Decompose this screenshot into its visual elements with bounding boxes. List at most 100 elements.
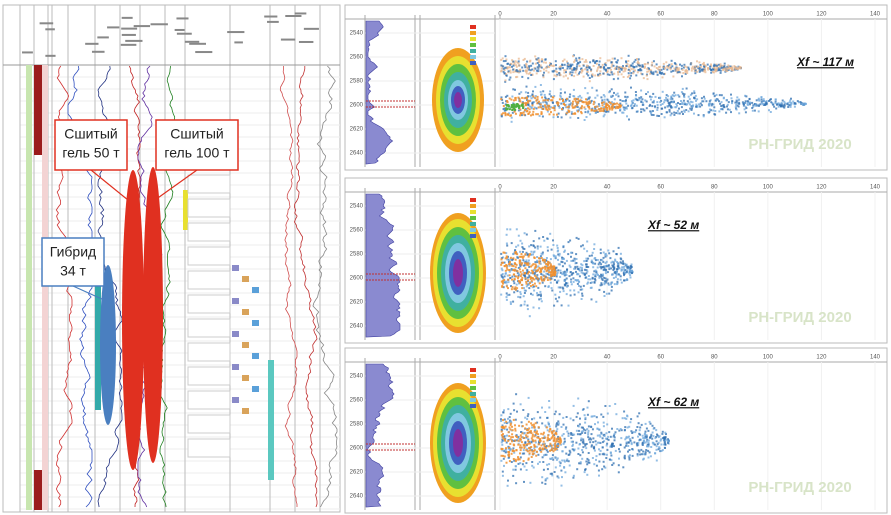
particle — [520, 434, 522, 436]
particle — [729, 109, 731, 111]
particle — [520, 91, 522, 93]
particle — [524, 417, 526, 419]
particle — [536, 59, 538, 61]
particle — [671, 113, 673, 115]
particle — [571, 441, 573, 443]
particle — [559, 287, 561, 289]
particle — [515, 275, 517, 277]
particle — [591, 287, 593, 289]
particle — [553, 430, 555, 432]
particle — [682, 72, 684, 74]
particle — [641, 98, 643, 100]
particle — [633, 66, 635, 68]
particle — [515, 286, 517, 288]
particle — [587, 258, 589, 260]
particle — [611, 88, 613, 90]
particle — [637, 436, 639, 438]
depth-tick-label: 2600 — [350, 276, 364, 282]
particle — [631, 442, 633, 444]
particle — [519, 251, 521, 253]
particle — [656, 67, 658, 69]
particle — [512, 429, 514, 431]
particle — [580, 72, 582, 74]
particle — [510, 257, 512, 259]
particle — [536, 451, 538, 453]
particle — [597, 259, 599, 261]
particle — [599, 57, 601, 59]
particle — [658, 442, 660, 444]
particle — [755, 105, 757, 107]
width-profile — [454, 92, 462, 108]
particle — [681, 75, 683, 77]
particle — [512, 469, 514, 471]
particle — [584, 87, 586, 89]
particle — [606, 261, 608, 263]
particle — [612, 266, 614, 268]
particle — [582, 427, 584, 429]
particle — [601, 259, 603, 261]
particle — [500, 460, 502, 462]
header-text — [45, 55, 55, 57]
particle — [681, 106, 683, 108]
particle — [643, 77, 645, 79]
particle — [553, 305, 555, 307]
particle — [535, 276, 537, 278]
particle — [524, 275, 526, 277]
particle — [594, 61, 596, 63]
particle — [540, 298, 542, 300]
particle — [581, 105, 583, 107]
particle — [598, 475, 600, 477]
particle — [593, 101, 595, 103]
particle — [526, 72, 528, 74]
particle — [538, 307, 540, 309]
particle — [625, 60, 627, 62]
particle — [640, 108, 642, 110]
particle — [559, 465, 561, 467]
particle — [535, 95, 537, 97]
particle — [721, 101, 723, 103]
particle — [589, 61, 591, 63]
particle — [531, 280, 533, 282]
particle — [509, 79, 511, 81]
particle — [603, 103, 605, 105]
particle — [655, 96, 657, 98]
particle — [535, 285, 537, 287]
particle — [569, 451, 571, 453]
particle — [590, 426, 592, 428]
particle — [555, 411, 557, 413]
particle — [518, 60, 520, 62]
particle — [501, 67, 503, 69]
particle — [505, 55, 507, 57]
particle — [571, 105, 573, 107]
particle — [519, 114, 521, 116]
particle — [695, 70, 697, 72]
particle — [575, 68, 577, 70]
particle — [613, 268, 615, 270]
particle — [578, 291, 580, 293]
well-log-panel: Сшитыйгель 50 тСшитыйгель 100 тГибрид34 … — [3, 5, 340, 512]
depth-tick-label: 2620 — [350, 470, 364, 476]
particle — [608, 252, 610, 254]
particle — [515, 64, 517, 66]
particle — [666, 69, 668, 71]
particle — [789, 101, 791, 103]
particle — [554, 433, 556, 435]
particle — [779, 104, 781, 106]
particle — [596, 90, 598, 92]
particle — [521, 447, 523, 449]
particle — [622, 112, 624, 114]
particle — [599, 61, 601, 63]
particle — [697, 66, 699, 68]
particle — [549, 93, 551, 95]
particle — [598, 289, 600, 291]
particle — [665, 97, 667, 99]
header-text — [304, 28, 319, 30]
particle — [501, 427, 503, 429]
particle — [509, 115, 511, 117]
particle — [646, 428, 648, 430]
particle — [643, 440, 645, 442]
particle — [599, 74, 601, 76]
particle — [600, 432, 602, 434]
particle — [626, 266, 628, 268]
particle — [547, 434, 549, 436]
